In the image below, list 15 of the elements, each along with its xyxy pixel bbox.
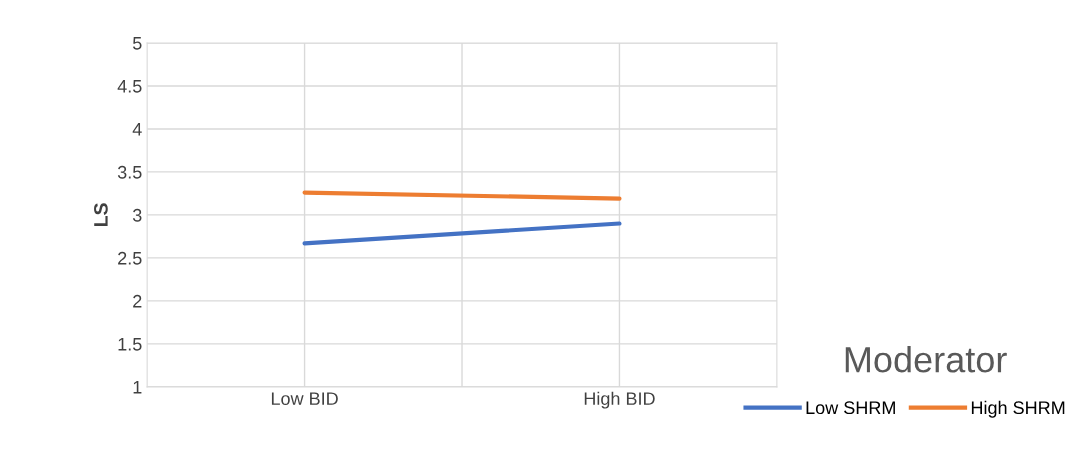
- y-tick-label: 2: [133, 294, 142, 308]
- y-tick-label: 3: [132, 208, 142, 222]
- y-tick-label: 2.5: [118, 251, 142, 265]
- legend-label: Low SHRM: [806, 401, 895, 415]
- y-tick-label: 1: [133, 381, 142, 394]
- y-tick-label: 4: [132, 123, 142, 136]
- y-tick-label: 3.5: [117, 165, 142, 179]
- y-tick-label: 5: [132, 37, 142, 50]
- legend-title: Moderator: [845, 346, 1007, 373]
- y-axis-title: LS: [94, 203, 108, 227]
- x-tick-label: Low BID: [271, 392, 338, 406]
- legend-label: High SHRM: [971, 400, 1065, 418]
- y-tick-label: 4.5: [117, 80, 142, 93]
- x-tick-label: High BID: [584, 391, 655, 409]
- y-tick-label: 1.5: [118, 338, 142, 351]
